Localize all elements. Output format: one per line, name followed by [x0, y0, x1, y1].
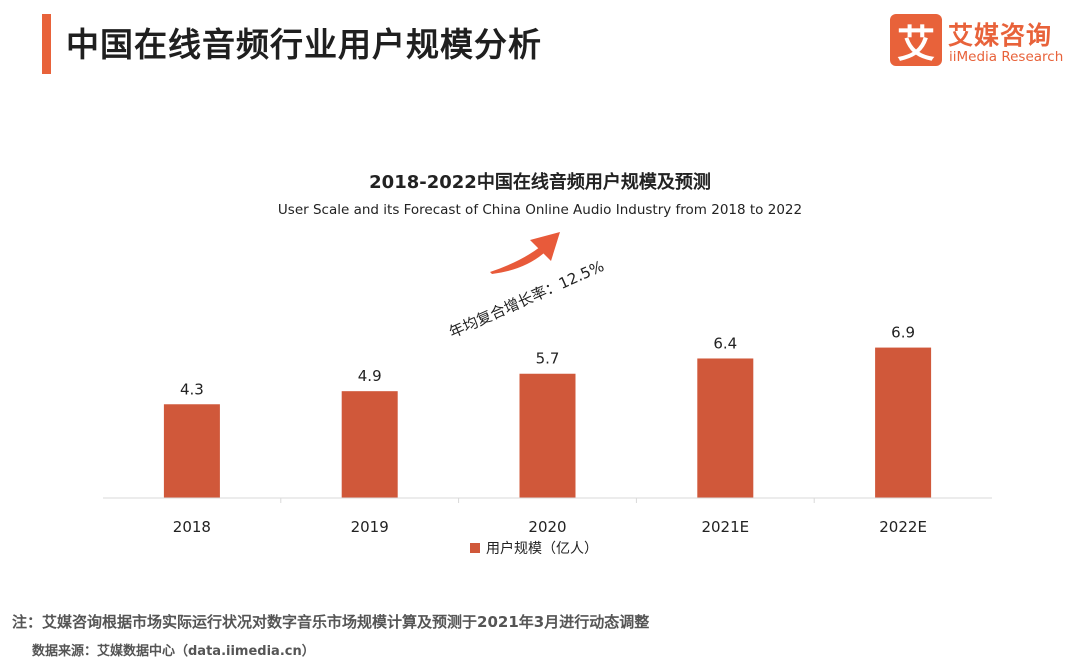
growth-arrow-icon — [490, 232, 560, 274]
x-tick-label: 2022E — [879, 518, 927, 536]
legend-label: 用户规模（亿人） — [486, 540, 598, 557]
bar-2021E — [697, 358, 754, 498]
bar-2019 — [341, 391, 398, 498]
data-label: 4.9 — [358, 367, 382, 385]
title-accent-bar — [42, 14, 51, 74]
data-label: 6.4 — [713, 334, 737, 352]
logo-en-text: iiMedia Research — [949, 49, 1064, 65]
bar-2022E — [875, 347, 932, 498]
data-label: 6.9 — [891, 324, 915, 342]
cagr-annotation: 年均复合增长率：12.5% — [446, 257, 606, 342]
data-label: 4.3 — [180, 380, 204, 398]
data-label: 5.7 — [536, 350, 560, 368]
x-tick-label: 2019 — [351, 518, 389, 536]
footnote: 注：艾媒咨询根据市场实际运行状况对数字音乐市场规模计算及预测于2021年3月进行… — [12, 613, 650, 631]
x-tick-label: 2021E — [701, 518, 749, 536]
chart-title: 2018-2022中国在线音频用户规模及预测 — [369, 172, 711, 193]
logo-mark-icon: 艾 — [890, 14, 942, 66]
data-source: 数据来源：艾媒数据中心（data.iimedia.cn） — [32, 644, 315, 659]
logo-cn-text: 艾媒咨询 — [948, 21, 1053, 50]
chart-subtitle: User Scale and its Forecast of China Onl… — [277, 202, 803, 218]
x-tick-label: 2018 — [173, 518, 211, 536]
iimedia-logo: 艾 艾媒咨询 iiMedia Research — [890, 14, 1065, 70]
arrow-body — [490, 247, 544, 274]
legend-swatch — [470, 543, 480, 553]
bar-2020 — [519, 373, 576, 498]
bar-2018 — [163, 404, 220, 498]
page-title: 中国在线音频行业用户规模分析 — [66, 25, 542, 64]
arrow-head — [530, 232, 560, 261]
legend: 用户规模（亿人） — [470, 540, 598, 557]
x-tick-label: 2020 — [528, 518, 566, 536]
